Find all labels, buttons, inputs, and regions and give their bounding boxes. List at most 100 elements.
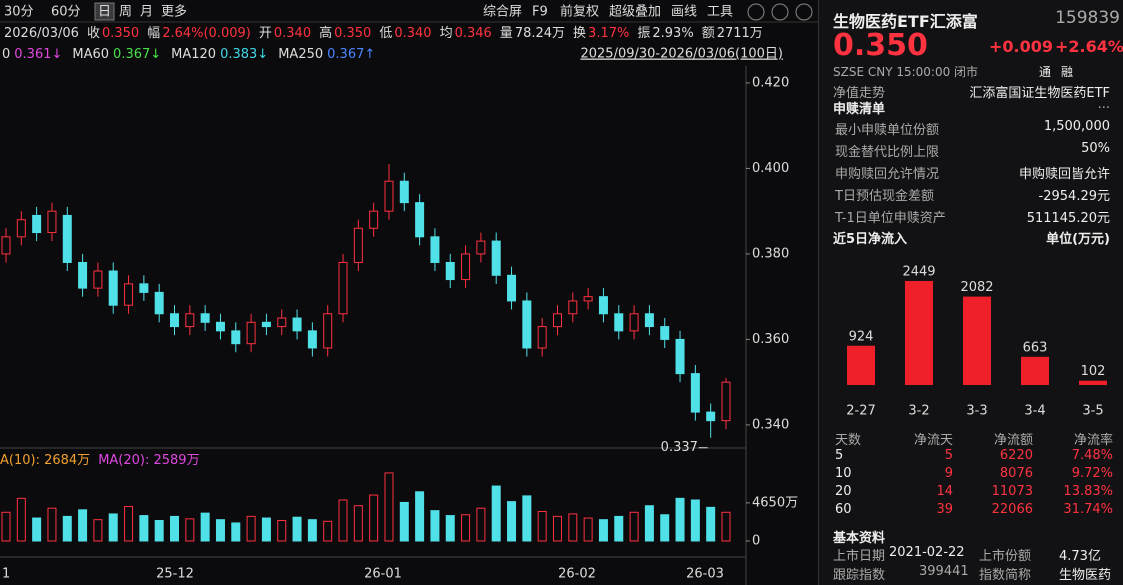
tool-button[interactable]: 前复权 [560, 4, 599, 20]
table-cell: 7.48% [1071, 448, 1113, 463]
volume-bar [614, 515, 624, 542]
period-button[interactable]: 日 [98, 5, 111, 20]
table-cell: 14 [936, 484, 953, 499]
value-label: 663 [1023, 340, 1048, 355]
ma-legend: 0 0.361↓ MA60 0.367↓ MA120 0.383↓ MA250 0.367↑ [2, 47, 375, 62]
candle-body [384, 180, 394, 212]
volume-bar [721, 511, 731, 542]
x-tick-label: 26-03 [686, 567, 724, 582]
text-part: 振 [637, 26, 650, 41]
volume-bar [507, 501, 517, 542]
y-tick-label: 0.380 [752, 246, 789, 261]
badge: 通 [1039, 65, 1052, 79]
candle-body [445, 261, 455, 281]
period-button[interactable]: 更多 [161, 4, 187, 20]
x-tick-label: 3-2 [908, 404, 929, 419]
candle-body [430, 236, 440, 263]
basic-item: 指数简称 [979, 568, 1032, 583]
period-button[interactable]: 30分 [4, 5, 34, 20]
nav-label: 净值走势 [833, 86, 886, 101]
table-cell: 13.83% [1063, 484, 1113, 499]
tool-button[interactable]: 画线 [671, 5, 697, 20]
candle-body [614, 313, 624, 332]
table-cell: 6220 [999, 448, 1033, 463]
volume-bar [476, 507, 486, 542]
quote-panel: 生物医药ETF汇添富 159839 0.350 +0.009 +2.64% SZSE CN… [818, 0, 1123, 585]
market-meta: SZSE CNY 15:00:00 闭市 [833, 65, 979, 79]
candle-body [353, 227, 363, 263]
volume-bar [491, 485, 501, 542]
volume-bar [170, 515, 180, 542]
tool-button[interactable]: 综合屏 [483, 5, 522, 20]
volume-bar [629, 511, 639, 542]
candle-body [552, 313, 562, 328]
volume-bar [690, 499, 700, 542]
volume-bar [660, 514, 670, 542]
volume-bar [369, 494, 379, 542]
row-value: 1,500,000 [1043, 119, 1110, 134]
inflow-chart: 924 2-27 2449 3-2 2082 3-3 663 3-4 102 3-5 [846, 265, 1107, 419]
text-part: 量 [500, 26, 513, 41]
text-part: 收 [87, 26, 100, 41]
y-tick-label: 0 [752, 534, 760, 549]
text-part: 0.367↓ [113, 47, 161, 62]
table-cell: 5 [944, 448, 953, 463]
volume-bar [706, 506, 716, 542]
candle-body [706, 411, 716, 422]
candle-body [1, 236, 11, 255]
candle-body [108, 270, 118, 306]
row-value: 511145.20元 [1026, 211, 1110, 226]
candle-body [62, 214, 72, 263]
inflow-title: 近5日净流入 [833, 232, 908, 247]
volume-bar [568, 513, 578, 542]
volume-bar [537, 510, 547, 542]
more: ... [1097, 97, 1110, 112]
volume-bar [598, 519, 608, 542]
tool-button[interactable]: F9 [532, 5, 548, 20]
icon [747, 3, 765, 21]
text-part: 2026/03/06 [4, 26, 79, 41]
value-label: 2082 [960, 280, 993, 295]
text-part: 2711万 [717, 26, 763, 41]
value-label: 924 [849, 329, 874, 344]
basic-item: 2021-02-22 [889, 545, 965, 560]
x-tick-label: 26-02 [558, 567, 596, 582]
text-part: 均 [440, 26, 453, 41]
candle-body [139, 283, 149, 293]
text-part: 3.17% [588, 26, 629, 41]
candle-body [583, 296, 593, 302]
volume-bar [215, 519, 225, 542]
text-part: MA60 [72, 47, 109, 62]
quote-bar: 2026/03/06 收 0.350 幅 2.64%(0.009) 开 0.340 高 0.35… [4, 25, 763, 41]
text-part: 额 [702, 26, 715, 41]
nav-value: 汇添富国证生物医药ETF [969, 86, 1110, 101]
volume-bar [124, 506, 134, 542]
period-button[interactable]: 60分 [51, 5, 81, 20]
text-part: 0.350 [102, 26, 139, 41]
text-part: MA120 [171, 47, 216, 62]
x-tick-label: 26-01 [364, 567, 402, 582]
period-button[interactable]: 月 [140, 5, 153, 20]
volume-bar [246, 515, 256, 542]
basic-item: 上市日期 [833, 549, 886, 564]
candle-body [93, 270, 103, 289]
candle-body [323, 313, 333, 349]
period-button[interactable]: 周 [119, 5, 132, 20]
table-cell: 11073 [991, 484, 1033, 499]
row-value: -2954.29元 [1038, 189, 1110, 204]
x-tick-label: 1 [2, 567, 10, 582]
row-label: T-1日单位申赎资产 [835, 211, 946, 226]
tool-button[interactable]: 超级叠加 [609, 5, 661, 20]
table-cell: 22066 [991, 502, 1033, 517]
row-label: 现金替代比例上限 [835, 145, 940, 160]
volume-bar [108, 513, 118, 542]
text-part: A(10): 2684万 [0, 453, 90, 468]
tool-button[interactable]: 工具 [707, 5, 733, 20]
candle-body [598, 296, 608, 315]
text-part: 0.367↑ [327, 47, 375, 62]
volume-bar [32, 517, 42, 542]
badge: 融 [1061, 65, 1074, 79]
text-part: 0.346 [455, 26, 492, 41]
x-tick-label: 3-4 [1024, 404, 1045, 419]
volume-bar [93, 519, 103, 542]
